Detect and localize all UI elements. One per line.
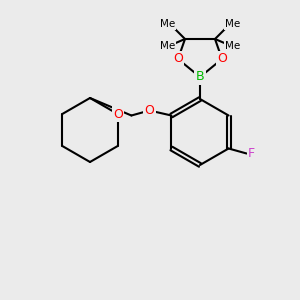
Text: Me: Me xyxy=(225,20,240,29)
Text: O: O xyxy=(217,52,227,65)
Text: Me: Me xyxy=(160,20,175,29)
Text: Me: Me xyxy=(160,41,175,51)
Text: F: F xyxy=(248,147,255,160)
Text: B: B xyxy=(196,70,204,83)
Text: O: O xyxy=(113,107,123,121)
Text: O: O xyxy=(173,52,183,65)
Text: Me: Me xyxy=(225,41,240,51)
Text: O: O xyxy=(145,104,154,117)
